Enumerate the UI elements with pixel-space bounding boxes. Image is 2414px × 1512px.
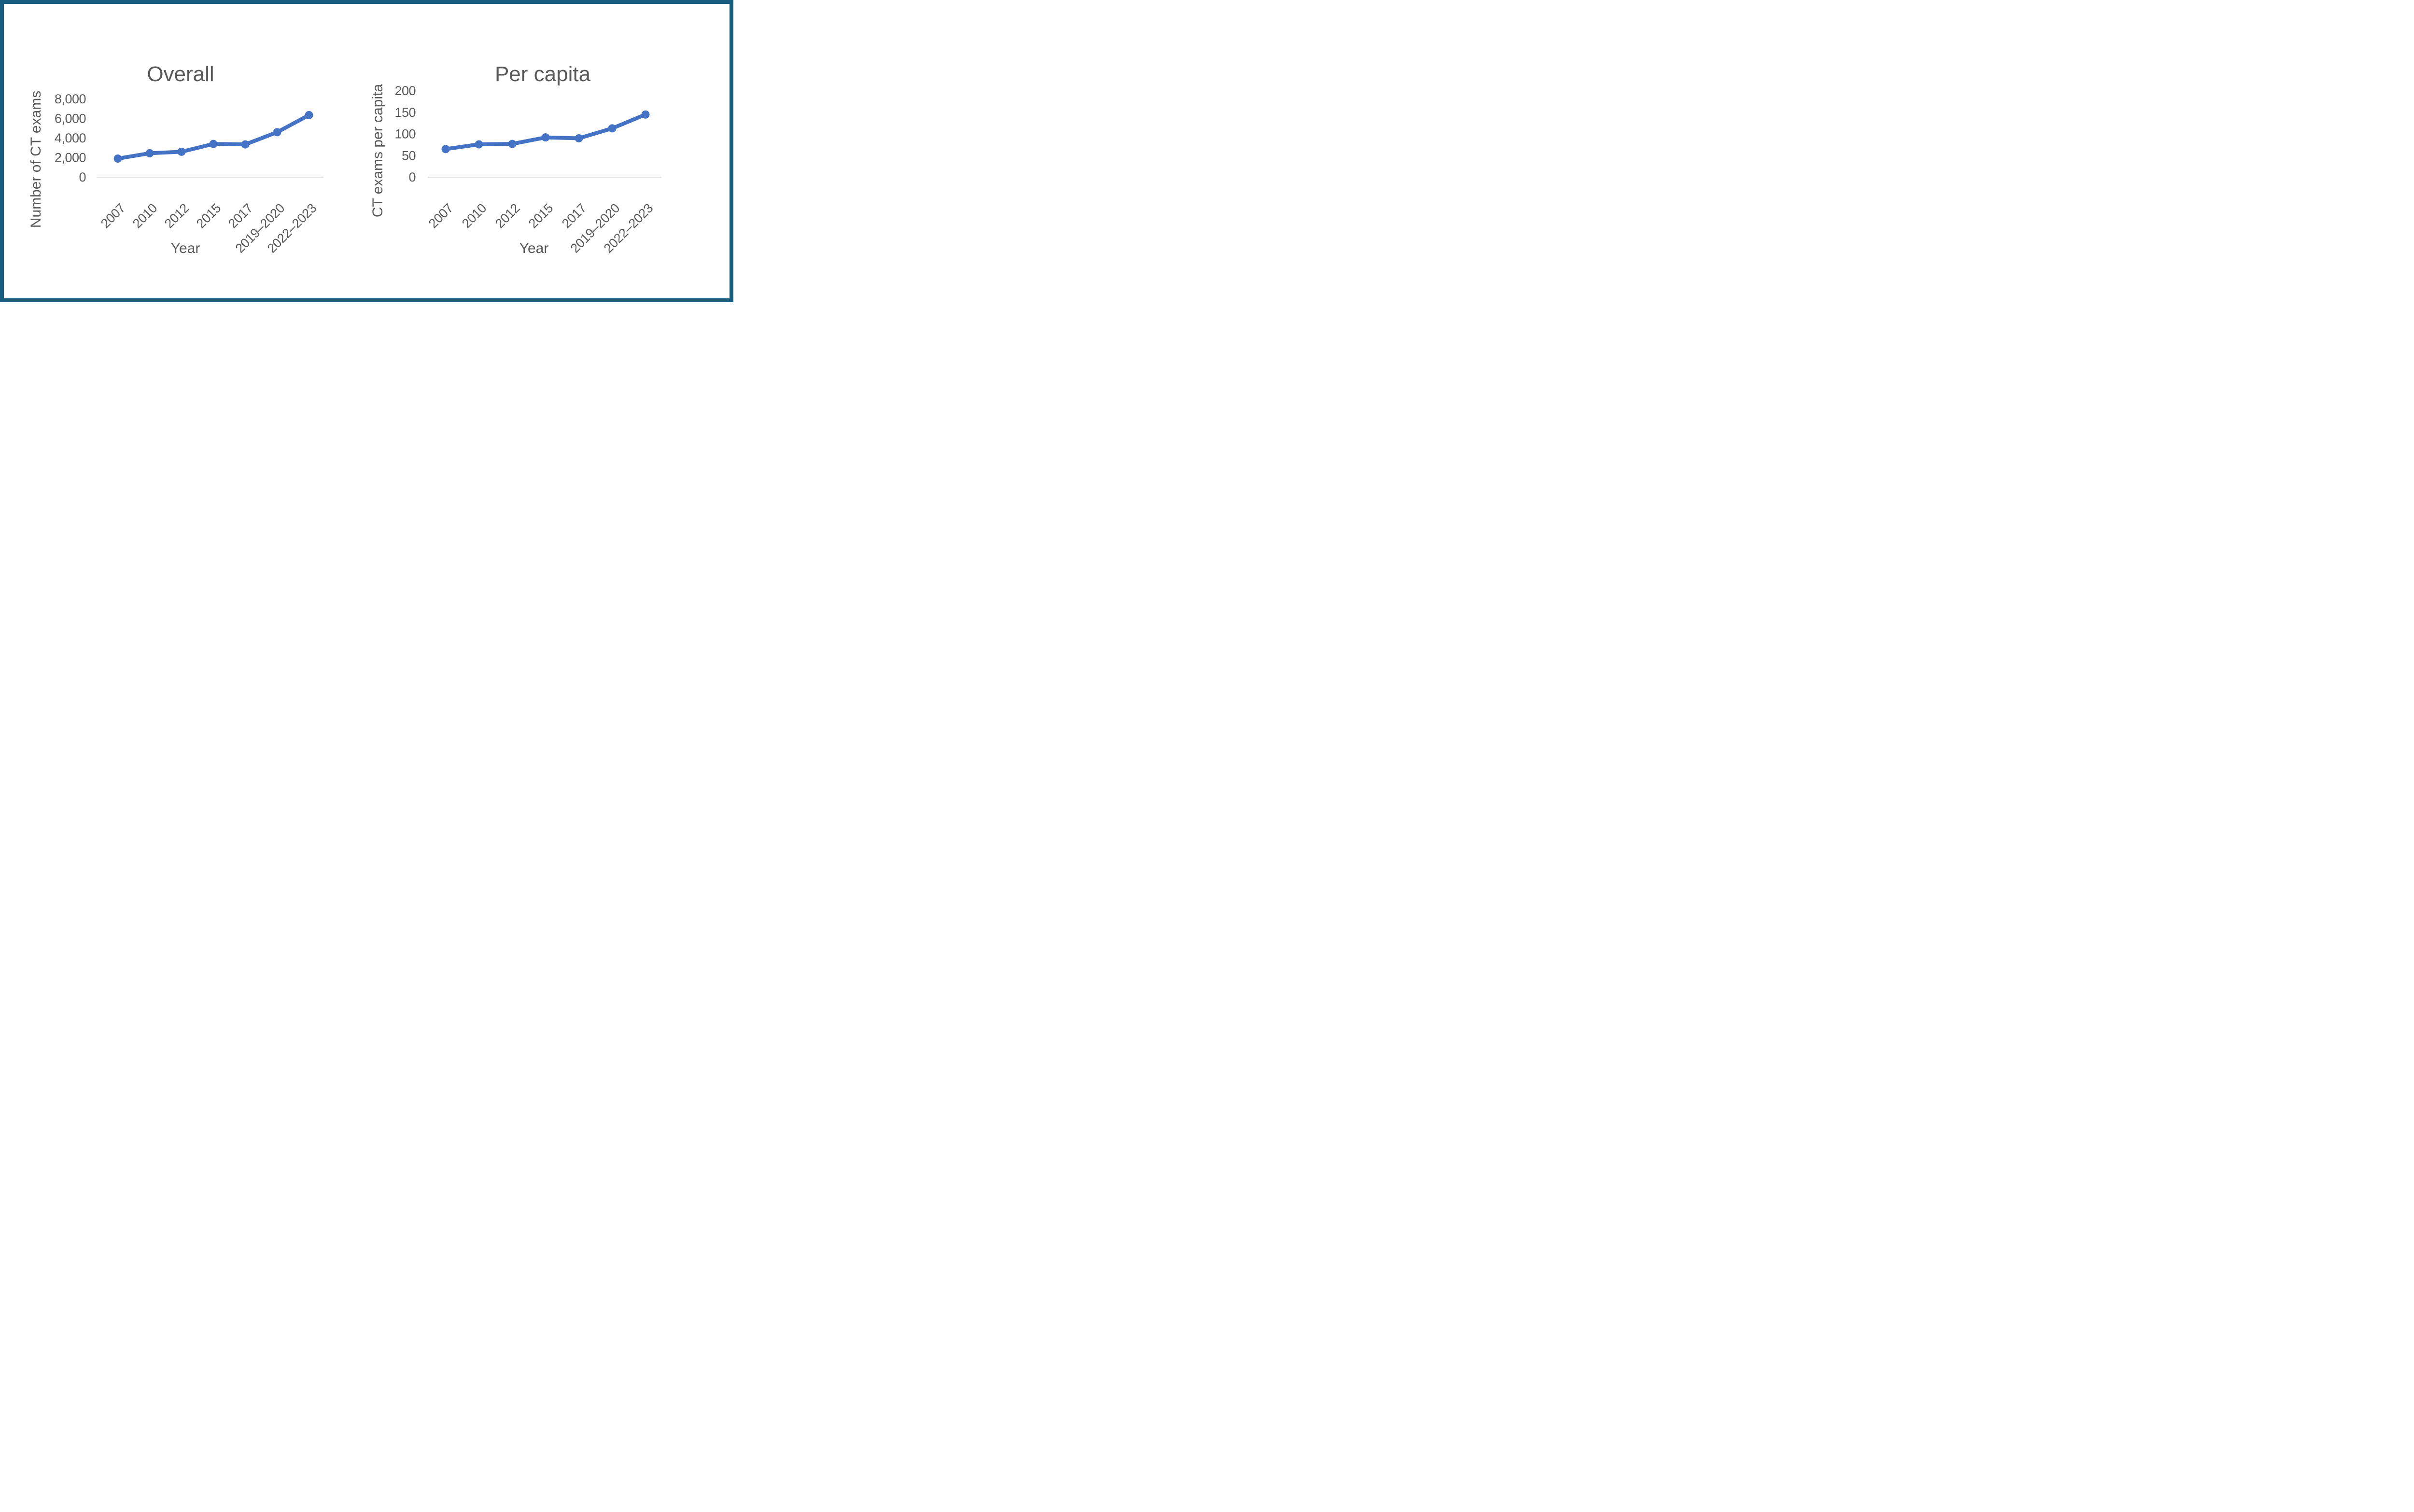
data-point-marker [575,134,583,142]
data-point-marker [145,149,154,157]
data-point-marker [209,140,218,148]
x-axis-title: Year [171,240,200,256]
data-point-marker [241,140,250,149]
data-point-marker [441,145,450,154]
x-axis-tick-label: 2007 [426,201,456,231]
y-axis-title: Number of CT exams [28,91,44,228]
data-point-marker [508,140,517,148]
x-axis-tick-label: 2007 [98,201,128,231]
x-axis-tick-label: 2015 [194,201,224,231]
y-axis-tick-label: 200 [394,84,416,98]
chart-title: Per capita [495,62,591,86]
x-axis-tick-label: 2015 [526,201,556,231]
x-axis-tick-label: 2012 [162,201,192,231]
y-axis-tick-label: 2,000 [55,151,86,165]
data-point-marker [273,128,281,137]
y-axis-tick-label: 100 [394,127,416,141]
x-axis-tick-label: 2010 [130,201,160,231]
data-point-marker [305,111,313,119]
data-point-marker [177,147,186,156]
data-point-marker [541,133,550,142]
y-axis-tick-label: 6,000 [55,112,86,126]
y-axis-tick-label: 4,000 [55,131,86,145]
y-axis-title: CT exams per capita [370,84,386,218]
x-axis-tick-label: 2017 [559,201,589,231]
y-axis-tick-label: 50 [402,148,416,163]
x-axis-tick-label: 2010 [459,201,489,231]
chart-title: Overall [147,62,214,86]
x-axis-tick-label: 2012 [492,201,522,231]
y-axis-tick-label: 0 [79,170,86,184]
data-point-marker [608,124,617,133]
x-axis-title: Year [519,240,549,256]
y-axis-tick-label: 150 [394,105,416,120]
charts-canvas: Overall Number of CT exams 8,000 6,000 4,000… [28,62,661,256]
data-point-marker [641,110,650,119]
y-axis-tick-label: 8,000 [55,92,86,106]
y-axis-tick-label: 0 [408,170,416,184]
figure-frame: Overall Number of CT exams 8,000 6,000 4,000… [0,0,733,302]
chart-overall: Overall Number of CT exams 8,000 6,000 4,000… [28,62,323,256]
data-point-marker [475,140,483,149]
data-point-marker [113,154,122,163]
chart-per-capita: Per capita CT exams per capita 200 150 100 50… [370,62,661,256]
